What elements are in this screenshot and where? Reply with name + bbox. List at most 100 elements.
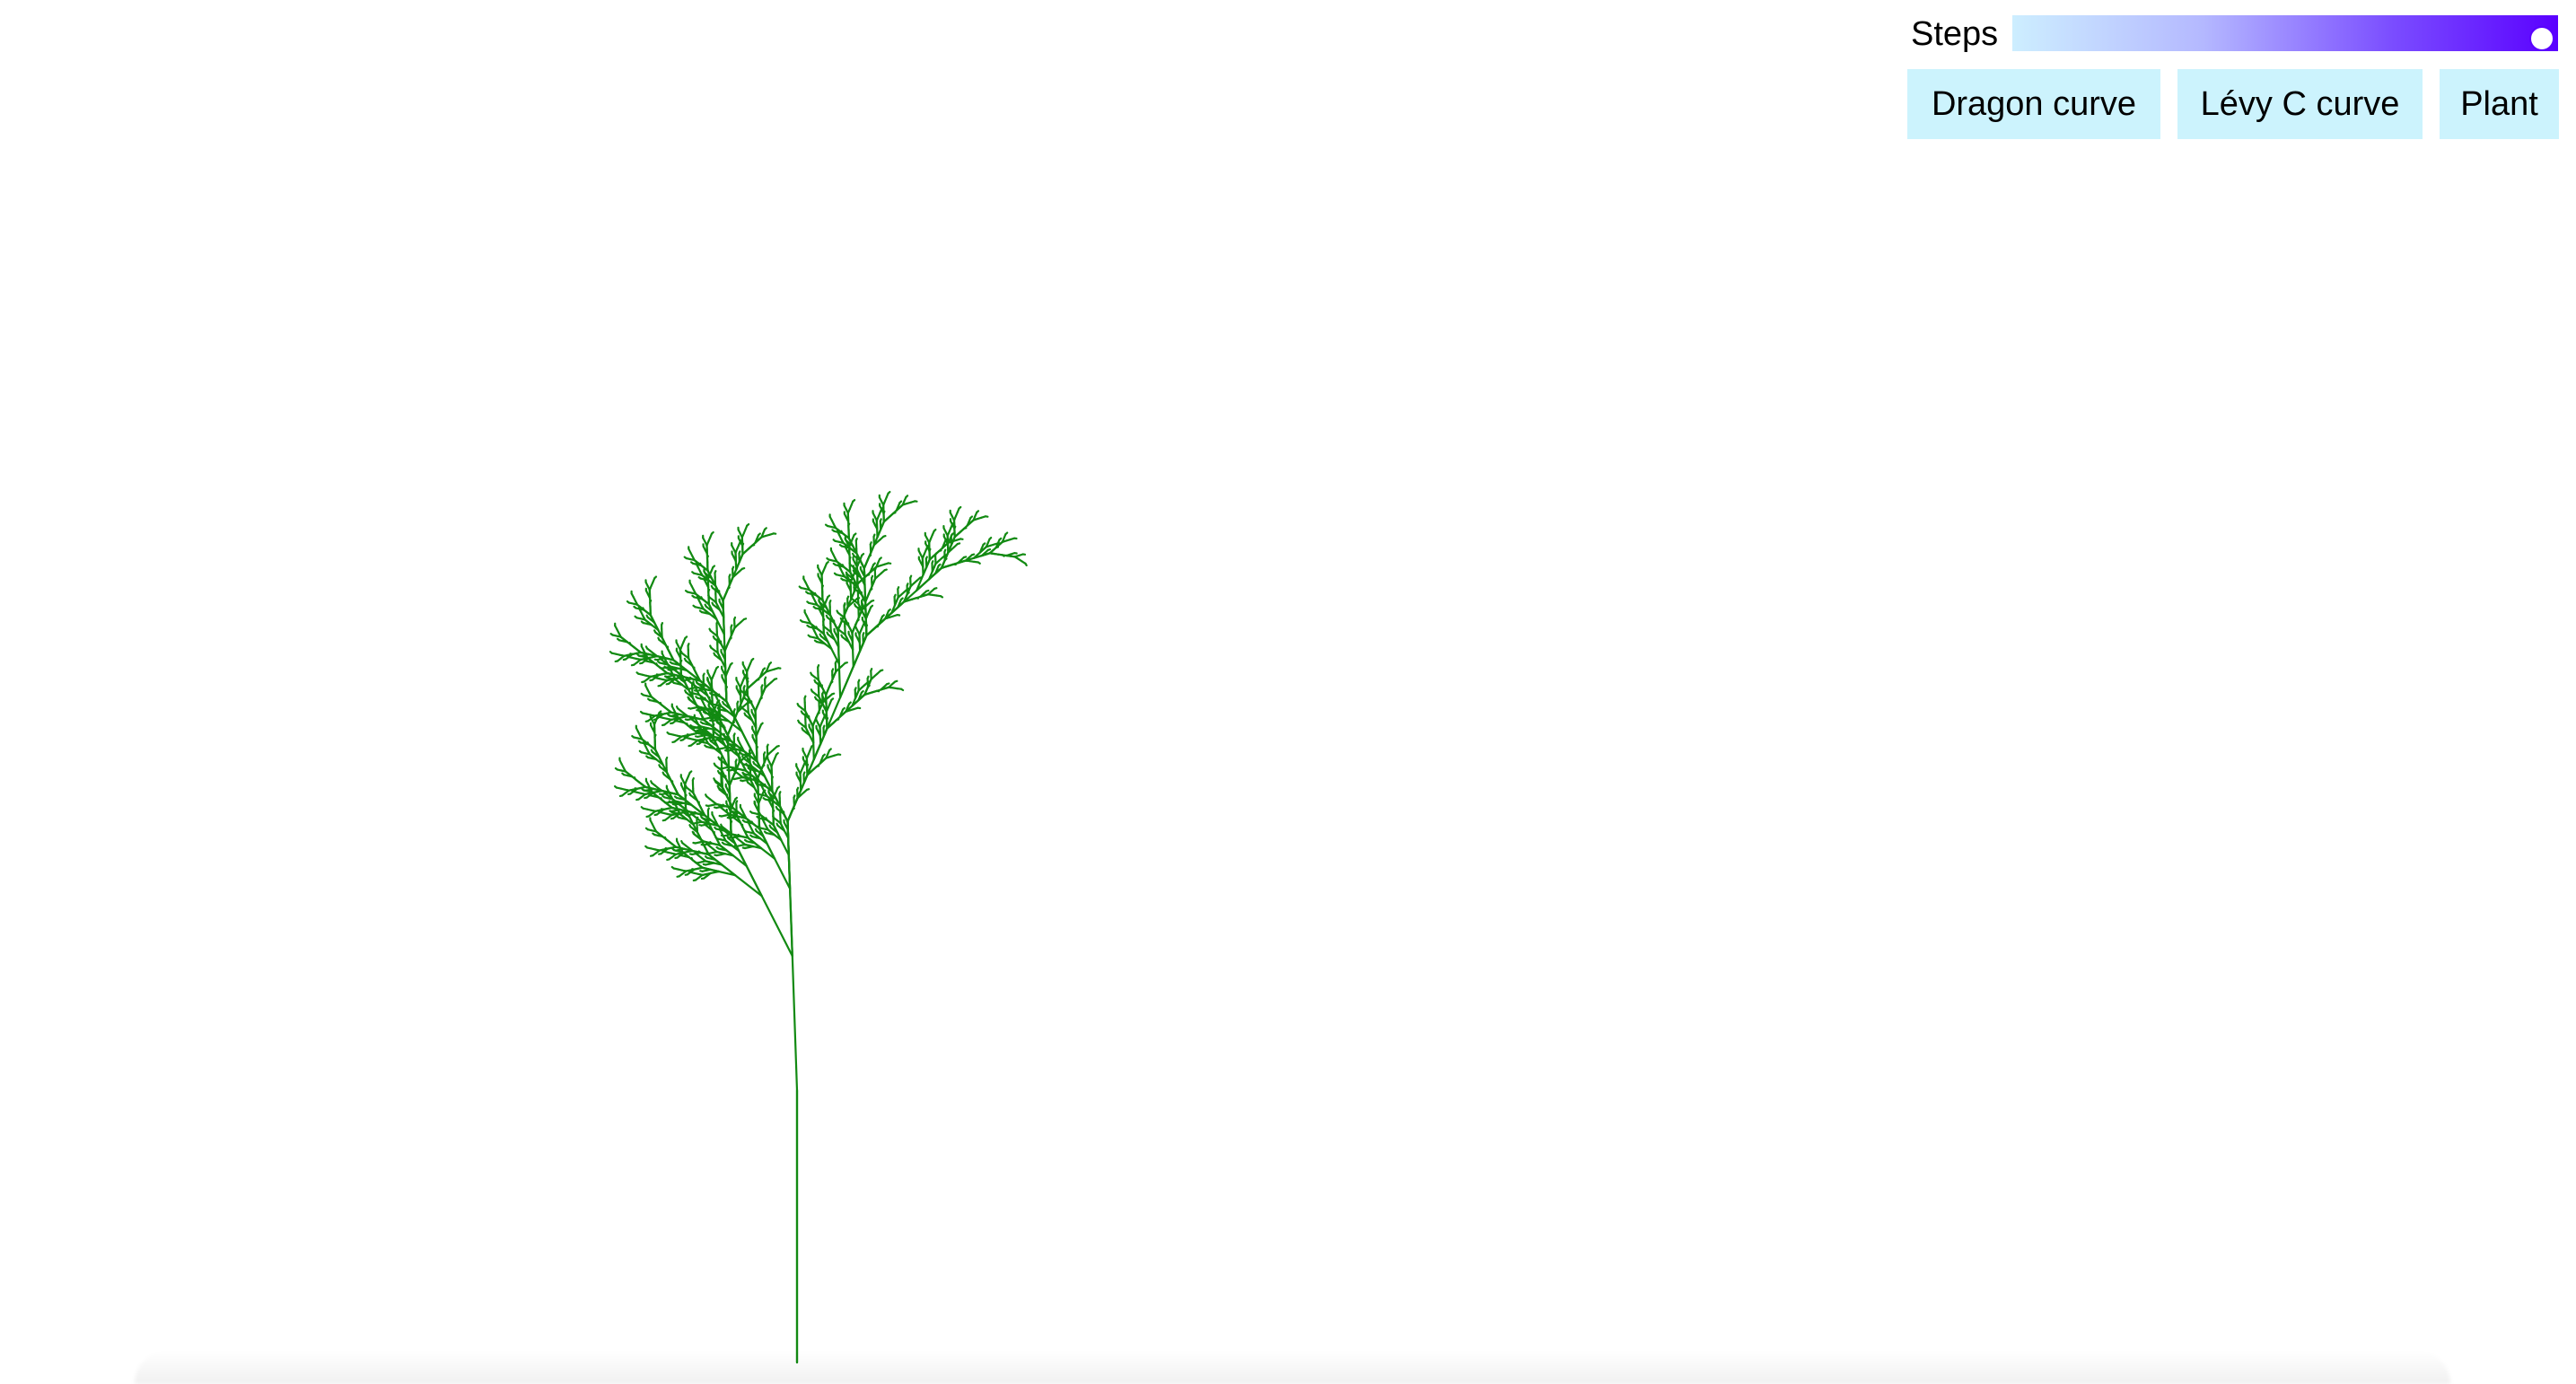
plant-branch-segment — [688, 770, 693, 775]
plant-branch-segment — [702, 863, 707, 866]
plant-branch-segment — [684, 873, 689, 876]
plant-branch-segment — [642, 789, 647, 793]
plant-branch-segment — [866, 678, 872, 688]
plant-branch-segment — [726, 816, 732, 819]
plant-branch-segment — [710, 530, 714, 535]
plant-branch-segment — [780, 838, 790, 856]
plant-branch-segment — [817, 664, 820, 669]
plant-button[interactable]: Plant — [2440, 69, 2559, 139]
plant-branch-segment — [685, 813, 689, 817]
plant-branch-segment — [688, 731, 699, 736]
steps-slider-thumb[interactable] — [2529, 26, 2554, 51]
plant-branch-segment — [723, 666, 728, 703]
plant-branch-segment — [728, 766, 739, 770]
plant-branch-segment — [721, 841, 725, 845]
plant-branch-segment — [933, 528, 937, 532]
plant-branch-segment — [943, 548, 947, 553]
plant-branch-segment — [672, 659, 702, 682]
plant-branch-segment — [860, 689, 864, 694]
plant-branch-segment — [693, 558, 703, 567]
plant-branch-segment — [766, 819, 775, 827]
plant-branch-segment — [650, 749, 654, 753]
plant-branch-segment — [838, 705, 854, 719]
plant-branch-segment — [714, 709, 730, 723]
plant-branch-segment — [653, 713, 664, 717]
plant-branch-segment — [854, 687, 857, 691]
plant-branch-segment — [732, 616, 737, 621]
plant-branch-segment — [940, 562, 959, 569]
plant-branch-segment — [762, 667, 767, 671]
plant-branch-segment — [671, 740, 676, 744]
plant-branch-segment — [742, 828, 747, 833]
plant-branch-segment — [650, 780, 653, 784]
plant-branch-segment — [700, 816, 705, 820]
plant-branch-segment — [635, 603, 645, 611]
plant-branch-segment — [830, 697, 835, 702]
plant-branch-segment — [695, 696, 699, 699]
plant-branch-segment — [727, 720, 743, 733]
plant-branch-segment — [772, 815, 775, 819]
plant-branch-segment — [741, 755, 745, 759]
plant-branch-segment — [708, 692, 714, 696]
plant-branch-segment — [708, 627, 712, 632]
plant-branch-segment — [882, 534, 887, 538]
plant-branch-segment — [739, 751, 744, 756]
plant-branch-segment — [843, 598, 853, 617]
plant-branch-segment — [657, 636, 661, 642]
plant-branch-segment — [641, 738, 650, 746]
levy-c-curve-button[interactable]: Lévy C curve — [2177, 69, 2423, 139]
plant-branch-segment — [760, 687, 767, 697]
plant-branch-segment — [758, 780, 774, 793]
plant-branch-segment — [649, 854, 654, 857]
plant-branch-segment — [687, 643, 690, 647]
plant-branch-segment — [748, 541, 757, 550]
plant-branch-segment — [640, 692, 644, 696]
plant-branch-segment — [684, 784, 688, 789]
plant-branch-segment — [728, 809, 732, 813]
plant-branch-segment — [757, 825, 761, 829]
plant-branch-segment — [834, 527, 844, 535]
plant-branch-segment — [631, 775, 640, 784]
curve-buttons: Dragon curve Lévy C curve Plant — [1907, 69, 2572, 141]
plant-branch-segment — [674, 851, 686, 855]
plant-branch-segment — [701, 598, 710, 606]
plant-branch-segment — [798, 585, 802, 590]
plant-branch-segment — [976, 510, 980, 513]
plant-branch-segment — [661, 723, 666, 727]
plant-branch-segment — [723, 804, 734, 810]
plant-branch-segment — [614, 766, 618, 771]
plant-branch-segment — [696, 742, 701, 746]
plant-branch-segment — [738, 750, 741, 756]
plant-branch-segment — [755, 726, 758, 746]
plant-branch-segment — [871, 577, 877, 588]
plant-branch-segment — [711, 601, 714, 606]
plant-branch-segment — [653, 748, 664, 766]
plant-branch-segment — [653, 813, 659, 817]
plant-branch-segment — [697, 731, 715, 739]
plant-branch-segment — [691, 849, 710, 856]
plant-branch-segment — [726, 835, 730, 840]
plant-branch-segment — [723, 749, 729, 752]
plant-branch-segment — [1004, 531, 1009, 536]
plant-branch-segment — [844, 633, 851, 644]
plant-branch-segment — [739, 688, 742, 692]
plant-branch-segment — [749, 810, 754, 814]
plant-branch-segment — [726, 741, 731, 746]
plant-branch-segment — [886, 682, 890, 686]
plant-branch-segment — [732, 708, 736, 713]
plant-branch-segment — [679, 650, 683, 654]
dragon-curve-button[interactable]: Dragon curve — [1907, 69, 2160, 139]
plant-branch-segment — [663, 675, 669, 679]
plant-branch-segment — [729, 740, 758, 763]
plant-branch-segment — [863, 686, 870, 696]
plant-branch-segment — [644, 785, 663, 793]
bottom-scroll-shadow — [135, 1351, 2450, 1384]
plant-branch-segment — [675, 705, 679, 710]
plant-branch-segment — [742, 695, 747, 700]
steps-slider[interactable] — [2012, 15, 2558, 51]
plant-branch-segment — [746, 680, 749, 685]
plant-branch-segment — [776, 785, 781, 790]
plant-branch-segment — [816, 627, 825, 635]
plant-branch-segment — [626, 641, 635, 649]
